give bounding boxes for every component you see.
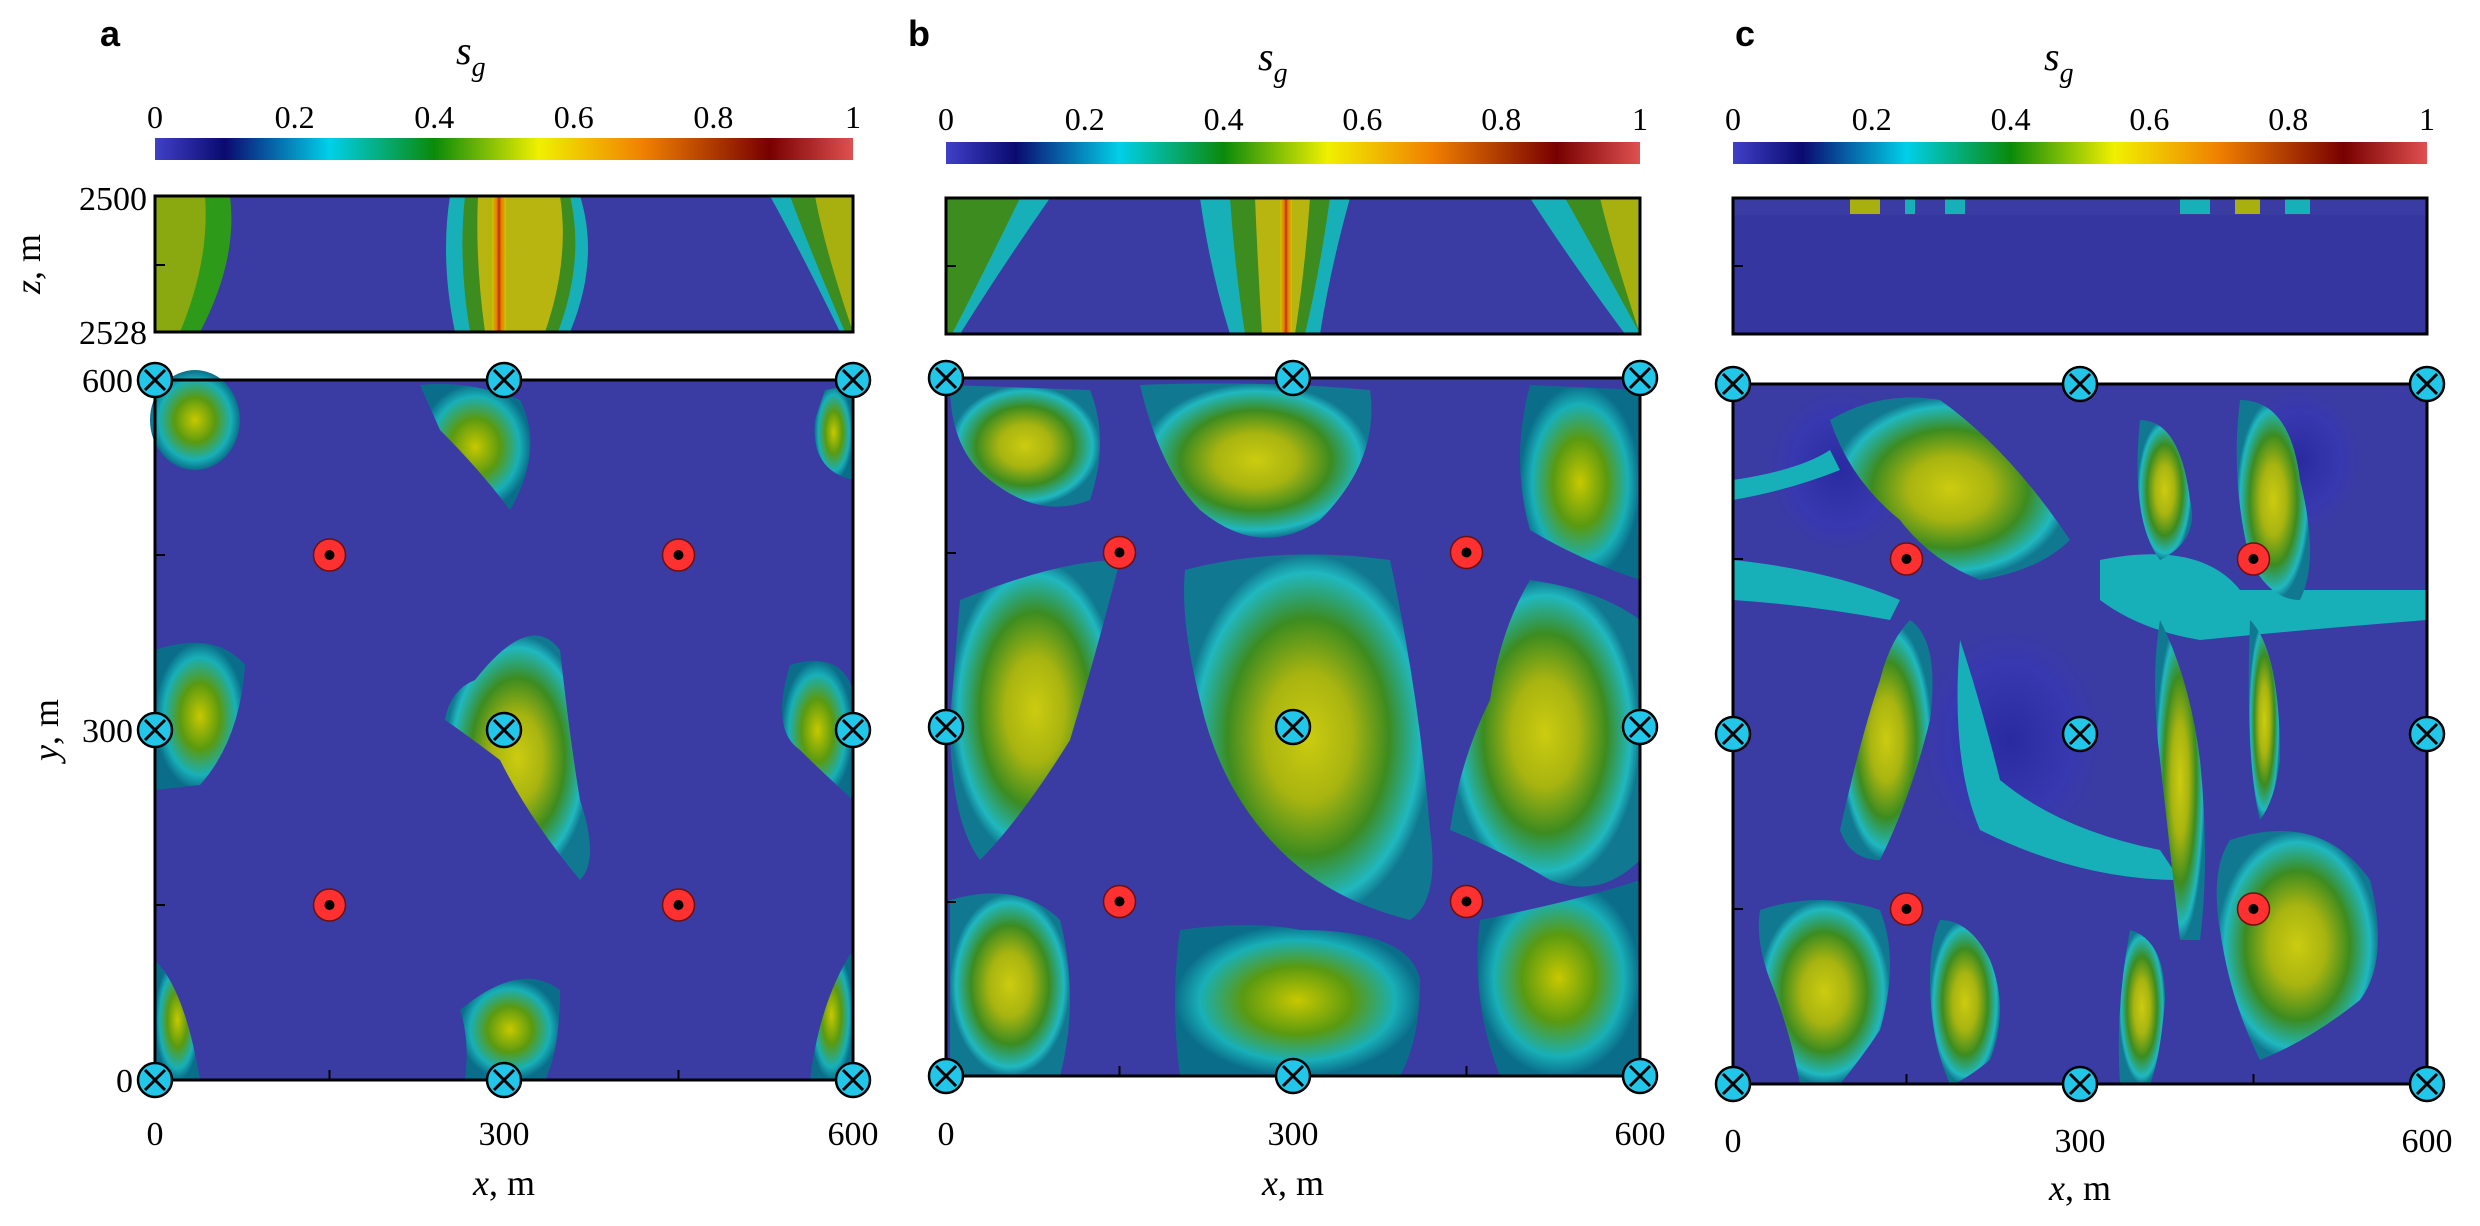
panel-b: b sg 0 0.2 0.4 0.6 0.8 1 <box>908 13 1666 1203</box>
x-axis-label: x, m <box>2048 1168 2111 1208</box>
colorbar-tick: 0 <box>1725 101 1741 137</box>
producer-well-marker <box>927 359 965 397</box>
producer-well-marker <box>1714 1065 1752 1103</box>
colorbar-tick: 0.2 <box>275 99 315 135</box>
producer-well-marker <box>1274 708 1312 746</box>
z-tick: 2528 <box>79 315 147 352</box>
z-tick: 2500 <box>79 181 147 218</box>
x-tick: 0 <box>938 1116 955 1153</box>
y-tick: 300 <box>82 713 133 750</box>
x-tick: 600 <box>828 1116 879 1153</box>
colorbar-b: sg 0 0.2 0.4 0.6 0.8 1 <box>938 34 1648 164</box>
colorbar-gradient <box>1733 142 2427 164</box>
colorbar-tick: 0.2 <box>1065 101 1105 137</box>
x-tick: 0 <box>1725 1123 1742 1160</box>
colorbar-gradient <box>946 142 1640 164</box>
panel-c: c sg 0 0.2 0.4 0.6 0.8 1 <box>1714 13 2453 1208</box>
injector-well-marker <box>312 538 347 572</box>
x-tick: 300 <box>2055 1123 2106 1160</box>
y-tick: 600 <box>82 363 133 400</box>
producer-well-marker <box>485 1061 523 1099</box>
colorbar-tick: 0.4 <box>1204 101 1244 137</box>
x-tick: 600 <box>1615 1116 1666 1153</box>
colorbar-tick: 1 <box>1632 101 1648 137</box>
producer-well-marker <box>2408 365 2446 403</box>
injector-well-marker <box>2236 542 2271 576</box>
producer-well-marker <box>2061 365 2099 403</box>
colorbar-tick: 0.8 <box>693 99 733 135</box>
xz-section-c <box>1731 196 2429 336</box>
colorbar-tick: 0.8 <box>2268 101 2308 137</box>
xy-map-c: 0 300 600 x, m <box>1714 365 2453 1208</box>
injector-well-marker <box>312 888 347 922</box>
colorbar-tick: 0 <box>938 101 954 137</box>
producer-well-marker <box>1714 715 1752 753</box>
xy-map-a: 600 300 0 y, m 0 300 600 x, m <box>26 361 879 1203</box>
colorbar-tick: 1 <box>845 99 861 135</box>
colorbar-tick: 0.6 <box>2129 101 2169 137</box>
colorbar-tick: 0.8 <box>1481 101 1521 137</box>
y-axis-label: y, m <box>26 699 66 764</box>
producer-well-marker <box>485 711 523 749</box>
z-axis-label: z, m <box>8 234 48 295</box>
x-tick: 300 <box>479 1116 530 1153</box>
colorbar-tick: 0.4 <box>414 99 454 135</box>
producer-well-marker <box>2408 715 2446 753</box>
producer-well-marker <box>136 1061 174 1099</box>
producer-well-marker <box>2061 715 2099 753</box>
xz-section-b <box>944 196 1642 336</box>
x-axis-label: x, m <box>472 1163 535 1203</box>
injector-well-marker <box>1889 542 1924 576</box>
x-tick: 600 <box>2402 1123 2453 1160</box>
colorbar-tick: 1 <box>2419 101 2435 137</box>
y-tick: 0 <box>116 1063 133 1100</box>
producer-well-marker <box>1621 359 1659 397</box>
injector-well-marker <box>1449 884 1484 919</box>
colorbar-gradient <box>155 138 853 160</box>
producer-well-marker <box>2408 1065 2446 1103</box>
colorbar-title: sg <box>2044 34 2074 89</box>
x-tick: 0 <box>147 1116 164 1153</box>
producer-well-marker <box>485 361 523 399</box>
producer-well-marker <box>1274 1057 1312 1095</box>
producer-well-marker <box>834 711 872 749</box>
colorbar-title: sg <box>456 28 486 83</box>
producer-well-marker <box>136 711 174 749</box>
panel-letter: c <box>1735 13 1755 54</box>
x-tick: 300 <box>1268 1116 1319 1153</box>
injector-well-marker <box>1102 535 1137 570</box>
colorbar-a: sg 0 0.2 0.4 0.6 0.8 1 <box>147 28 861 160</box>
injector-well-marker <box>1449 535 1484 570</box>
producer-well-marker <box>136 361 174 399</box>
injector-well-marker <box>661 538 696 572</box>
colorbar-tick: 0.2 <box>1852 101 1892 137</box>
colorbar-tick: 0.4 <box>1991 101 2031 137</box>
injector-well-marker <box>661 888 696 922</box>
producer-well-marker <box>927 708 965 746</box>
panel-a: a sg 0 0.2 0.4 0.6 0.8 1 2500 2528 <box>8 13 879 1203</box>
panel-letter: b <box>908 13 930 54</box>
panel-letter: a <box>100 13 121 54</box>
injector-well-marker <box>1889 892 1924 926</box>
colorbar-c: sg 0 0.2 0.4 0.6 0.8 1 <box>1725 34 2435 164</box>
colorbar-tick: 0 <box>147 99 163 135</box>
producer-well-marker <box>1274 359 1312 397</box>
producer-well-marker <box>1621 708 1659 746</box>
producer-well-marker <box>1714 365 1752 403</box>
x-axis-label: x, m <box>1261 1163 1324 1203</box>
colorbar-tick: 0.6 <box>1342 101 1382 137</box>
injector-well-marker <box>2236 892 2271 926</box>
producer-well-marker <box>2061 1065 2099 1103</box>
colorbar-title: sg <box>1258 34 1288 89</box>
producer-well-marker <box>834 361 872 399</box>
xz-section-a: 2500 2528 z, m <box>8 181 855 352</box>
xy-map-b: 0 300 600 x, m <box>927 359 1666 1203</box>
injector-well-marker <box>1102 884 1137 919</box>
colorbar-tick: 0.6 <box>554 99 594 135</box>
producer-well-marker <box>1621 1057 1659 1095</box>
producer-well-marker <box>927 1057 965 1095</box>
producer-well-marker <box>834 1061 872 1099</box>
